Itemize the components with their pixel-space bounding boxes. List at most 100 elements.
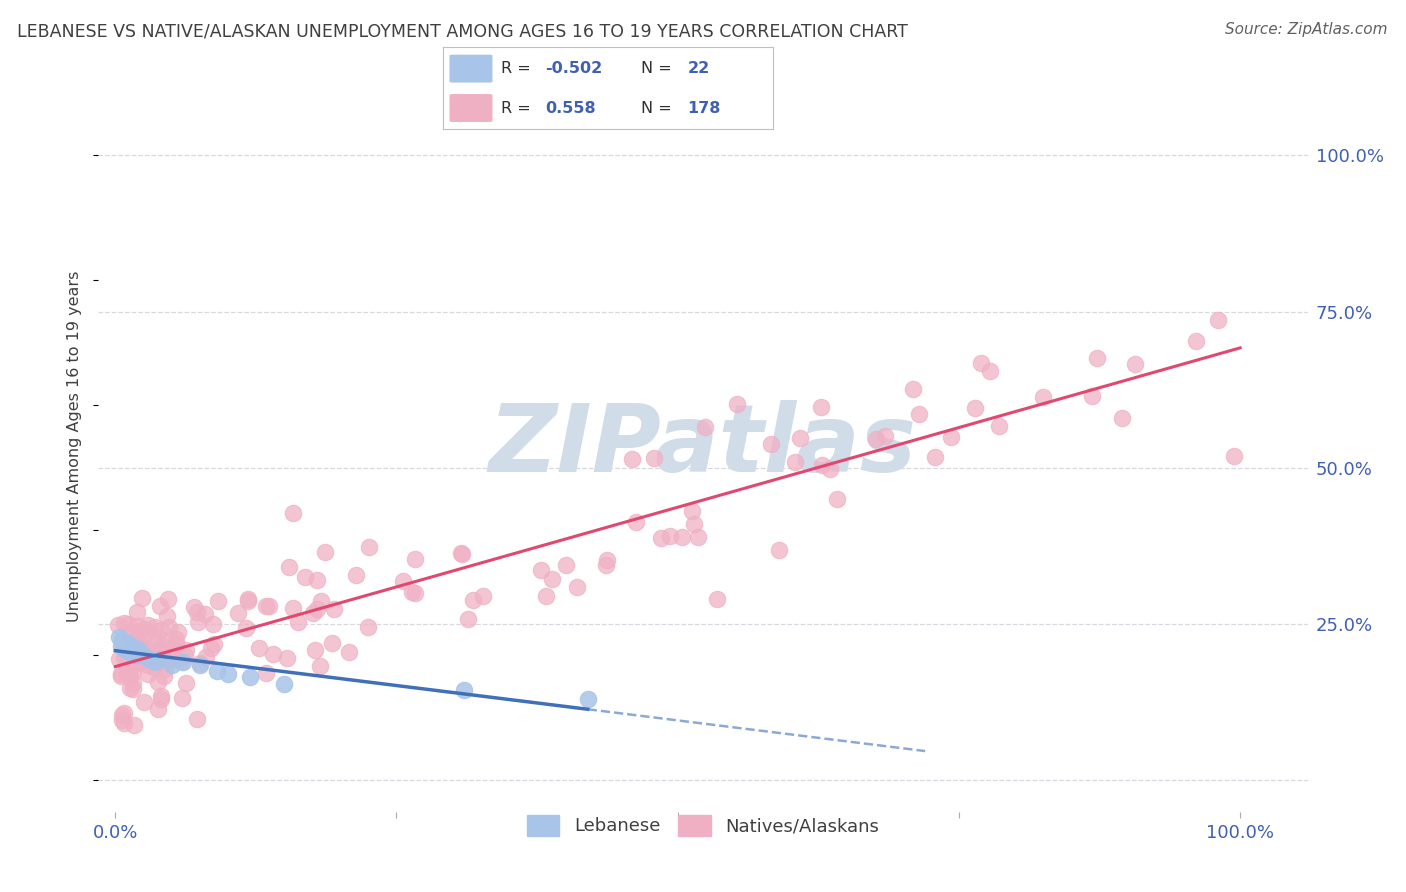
- Point: [236, 592, 259, 607]
- Point: [167, 624, 190, 639]
- Point: [262, 647, 284, 661]
- Point: [461, 592, 484, 607]
- Point: [127, 605, 149, 619]
- Text: -0.502: -0.502: [546, 62, 603, 76]
- Point: [567, 580, 589, 594]
- Point: [865, 432, 887, 446]
- Point: [110, 639, 132, 653]
- Text: N =: N =: [641, 101, 678, 115]
- Point: [134, 640, 156, 655]
- Point: [165, 636, 187, 650]
- Point: [112, 616, 135, 631]
- Point: [149, 691, 172, 706]
- Point: [111, 713, 134, 727]
- Point: [160, 652, 183, 666]
- Text: LEBANESE VS NATIVE/ALASKAN UNEMPLOYMENT AMONG AGES 16 TO 19 YEARS CORRELATION CH: LEBANESE VS NATIVE/ALASKAN UNEMPLOYMENT …: [17, 22, 908, 40]
- Point: [314, 544, 336, 558]
- Point: [254, 599, 277, 614]
- Point: [149, 644, 172, 658]
- Point: [174, 676, 197, 690]
- Point: [117, 666, 139, 681]
- Point: [344, 568, 367, 582]
- Point: [901, 382, 924, 396]
- Point: [530, 562, 553, 576]
- Point: [534, 590, 557, 604]
- Point: [122, 682, 145, 697]
- Point: [818, 462, 841, 476]
- Point: [194, 607, 217, 622]
- Point: [115, 636, 138, 650]
- Point: [186, 712, 208, 726]
- Point: [138, 651, 160, 665]
- Point: [277, 560, 299, 574]
- Text: R =: R =: [501, 62, 536, 76]
- Point: [124, 648, 146, 663]
- Point: [357, 620, 380, 634]
- Point: [1123, 357, 1146, 371]
- Point: [200, 641, 222, 656]
- Point: [120, 628, 142, 642]
- Point: [118, 670, 141, 684]
- Point: [322, 602, 344, 616]
- Point: [127, 628, 149, 642]
- Point: [156, 653, 179, 667]
- Point: [110, 635, 132, 649]
- Point: [157, 651, 180, 665]
- Point: [110, 668, 132, 682]
- Point: [153, 640, 176, 655]
- Point: [226, 607, 249, 621]
- FancyBboxPatch shape: [450, 54, 492, 83]
- Point: [134, 695, 156, 709]
- Point: [453, 682, 475, 697]
- Point: [157, 650, 180, 665]
- Point: [1223, 449, 1246, 463]
- Point: [595, 553, 617, 567]
- Point: [159, 642, 181, 657]
- Point: [136, 658, 159, 673]
- Point: [783, 455, 806, 469]
- Point: [650, 531, 672, 545]
- Point: [127, 654, 149, 668]
- Point: [810, 400, 832, 414]
- Point: [451, 548, 474, 562]
- Point: [683, 516, 706, 531]
- Point: [110, 667, 132, 681]
- Point: [305, 573, 328, 587]
- Point: [1032, 390, 1054, 404]
- Point: [172, 655, 194, 669]
- Point: [302, 606, 325, 620]
- Point: [321, 636, 343, 650]
- Point: [134, 622, 156, 636]
- Point: [150, 642, 173, 657]
- Point: [768, 543, 790, 558]
- Point: [239, 670, 262, 684]
- Point: [308, 659, 330, 673]
- Point: [131, 591, 153, 605]
- Point: [257, 599, 280, 613]
- Point: [965, 401, 987, 415]
- Point: [457, 612, 479, 626]
- Point: [146, 675, 169, 690]
- Point: [908, 407, 931, 421]
- Point: [357, 540, 380, 554]
- Point: [142, 632, 165, 647]
- Point: [143, 619, 166, 633]
- Point: [163, 642, 186, 657]
- Point: [827, 491, 849, 506]
- Point: [112, 642, 135, 657]
- Point: [671, 529, 693, 543]
- Point: [136, 667, 159, 681]
- Text: 0.558: 0.558: [546, 101, 596, 115]
- Point: [294, 570, 316, 584]
- Point: [107, 618, 129, 632]
- Point: [160, 657, 183, 672]
- Point: [118, 649, 141, 664]
- Point: [121, 675, 143, 690]
- Point: [188, 657, 211, 672]
- Point: [1208, 313, 1230, 327]
- Point: [183, 599, 205, 614]
- Point: [682, 504, 704, 518]
- Point: [143, 655, 166, 669]
- Point: [621, 451, 644, 466]
- Point: [186, 605, 208, 619]
